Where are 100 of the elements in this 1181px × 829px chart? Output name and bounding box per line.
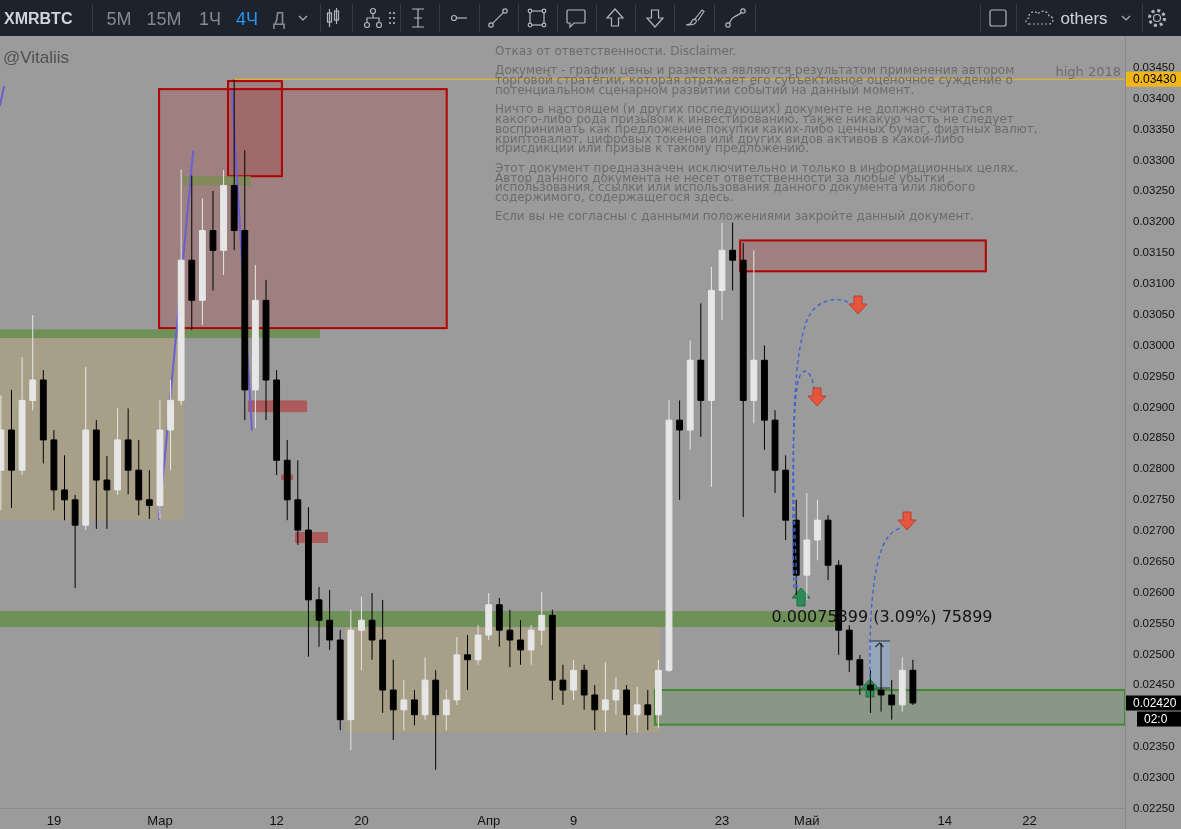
y-tick-label: 0.02650 — [1133, 554, 1175, 567]
y-tick-label: 0.02750 — [1133, 493, 1175, 506]
candlestick — [262, 279, 270, 421]
candlestick — [241, 149, 249, 421]
candlestick — [845, 624, 853, 673]
candlestick — [453, 636, 461, 706]
y-tick-label: 0.03250 — [1133, 184, 1175, 197]
candlestick — [707, 266, 715, 488]
candlestick — [644, 689, 652, 731]
candlestick — [856, 654, 864, 696]
candlestick — [750, 249, 758, 424]
candlestick — [909, 659, 917, 706]
x-tick-label: 19 — [46, 812, 62, 828]
candlestick — [61, 454, 68, 521]
y-tick-label: 0.03400 — [1133, 91, 1175, 104]
y-tick-label: 0.02600 — [1133, 585, 1175, 598]
candlestick — [336, 629, 344, 731]
candlestick — [464, 634, 471, 691]
x-tick-label: 20 — [354, 812, 369, 828]
annotation: @Vitaliis — [3, 47, 70, 67]
y-tick-label: 0.03300 — [1133, 153, 1175, 166]
candlestick — [92, 419, 100, 530]
candlestick — [559, 664, 567, 706]
candlestick — [474, 624, 482, 666]
chart-title: XMRBTC — [4, 9, 73, 27]
candlestick — [18, 356, 26, 476]
y-tick-label: 0.02250 — [1133, 802, 1175, 814]
candlestick — [570, 659, 577, 701]
y-tick-label: 0.02950 — [1133, 369, 1175, 382]
candlestick — [517, 619, 524, 666]
candlestick — [676, 399, 684, 501]
candlestick — [485, 592, 493, 641]
y-tick-label: 0.02550 — [1133, 616, 1175, 629]
y-tick-label: 0.03150 — [1133, 246, 1175, 259]
candlestick — [103, 455, 111, 530]
candlestick — [379, 599, 387, 714]
candlestick — [167, 379, 174, 471]
candlestick — [898, 656, 906, 713]
text: 0.03430 — [1133, 72, 1177, 87]
candlestick — [527, 624, 535, 666]
text: Д — [272, 9, 286, 29]
candlestick — [729, 222, 737, 291]
candlestick — [326, 589, 334, 651]
candlestick — [305, 506, 312, 658]
candlestick — [71, 494, 79, 589]
candlestick — [294, 459, 302, 546]
candlestick — [591, 684, 599, 731]
candlestick — [867, 669, 874, 714]
candlestick — [601, 661, 609, 733]
candlestick — [411, 689, 418, 726]
text: others — [1060, 8, 1108, 28]
candlestick — [761, 344, 768, 451]
candlestick — [665, 399, 673, 673]
x-tick-label: Апр — [477, 812, 501, 828]
candlestick — [220, 169, 227, 276]
y-tick-label: 0.02300 — [1133, 771, 1175, 784]
candlestick — [623, 684, 630, 736]
candlestick — [612, 676, 620, 716]
y-tick-label: 0.03000 — [1133, 338, 1175, 351]
candlestick — [824, 514, 832, 581]
candlestick — [888, 679, 896, 721]
y-tick-label: 0.02900 — [1133, 400, 1175, 413]
candlestick — [782, 454, 790, 541]
candlestick — [548, 609, 556, 701]
candlestick — [803, 492, 811, 601]
text: 1Ч — [198, 9, 222, 29]
y-tick-label: 0.02700 — [1133, 524, 1175, 537]
candlestick — [814, 499, 821, 561]
candlestick — [771, 409, 779, 494]
y-tick-label: 0.03450 — [1133, 60, 1175, 73]
candlestick — [135, 439, 143, 516]
y-tick-label: 0.02500 — [1133, 647, 1175, 660]
candlestick — [421, 656, 429, 721]
candlestick — [400, 679, 408, 731]
text: 15M — [146, 9, 182, 29]
candlestick — [538, 591, 546, 646]
x-tick-label: Май — [794, 812, 820, 828]
candlestick — [39, 369, 47, 464]
candlestick — [145, 469, 153, 520]
x-tick-label: 12 — [269, 812, 284, 828]
y-tick-label: 0.02350 — [1133, 740, 1175, 753]
x-tick-label: 9 — [569, 812, 578, 828]
candlestick — [718, 222, 726, 321]
text: 5M — [106, 9, 132, 29]
candlestick — [442, 689, 450, 731]
y-tick-label: 0.03100 — [1133, 277, 1175, 290]
candlestick — [633, 686, 641, 734]
candlestick — [654, 659, 662, 729]
candlestick — [580, 664, 588, 711]
y-tick-label: 0.03350 — [1133, 122, 1175, 135]
candlestick — [877, 642, 885, 713]
y-tick-label: 0.03050 — [1133, 307, 1175, 320]
x-tick-label: 22 — [1022, 812, 1037, 828]
candlestick — [230, 78, 238, 251]
candlestick — [82, 366, 90, 531]
candlestick — [156, 399, 164, 520]
y-tick-label: 0.02850 — [1133, 431, 1175, 444]
candlestick — [188, 175, 196, 331]
candlestick — [8, 389, 15, 509]
candlestick — [50, 429, 58, 511]
